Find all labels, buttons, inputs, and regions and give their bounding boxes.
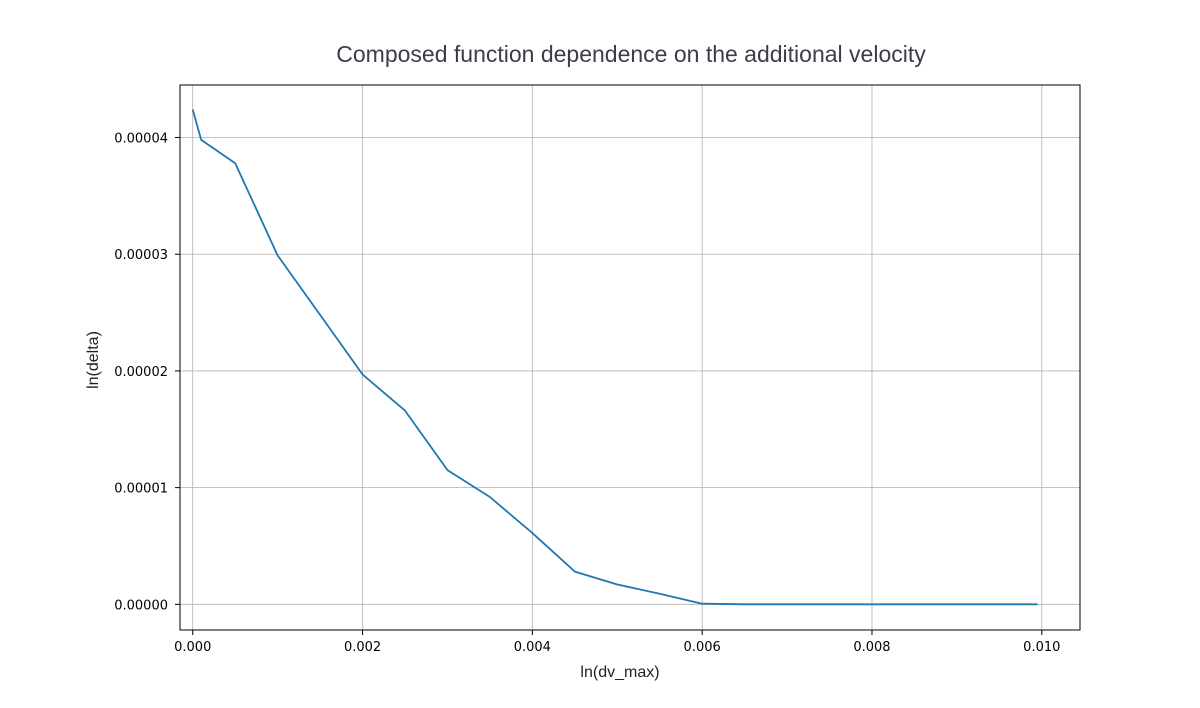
x-tick-label: 0.008	[853, 640, 890, 655]
y-tick-label: 0.00004	[114, 132, 168, 147]
tick-group: 0.000 0.002 0.004 0.006 0.008 0.010 0.00000 0.0…	[114, 132, 1060, 655]
plot-frame	[179, 84, 1081, 631]
y-tick-label: 0.00000	[114, 598, 168, 613]
y-tick-label: 0.00001	[114, 482, 168, 497]
x-tick-label: 0.000	[174, 640, 211, 655]
series-group	[191, 109, 1038, 606]
series-line	[191, 109, 1038, 606]
x-tick-label: 0.006	[684, 640, 721, 655]
grid-lines	[180, 85, 1080, 630]
chart-title: Composed function dependence on the addi…	[336, 41, 926, 67]
y-tick-label: 0.00003	[114, 248, 168, 263]
x-tick-label: 0.010	[1023, 640, 1060, 655]
x-tick-label: 0.002	[344, 640, 381, 655]
x-tick-label: 0.004	[514, 640, 551, 655]
y-tick-label: 0.00002	[114, 365, 168, 380]
x-axis-label: ln(dv_max)	[580, 664, 659, 681]
y-axis-label: ln(delta)	[85, 331, 102, 389]
